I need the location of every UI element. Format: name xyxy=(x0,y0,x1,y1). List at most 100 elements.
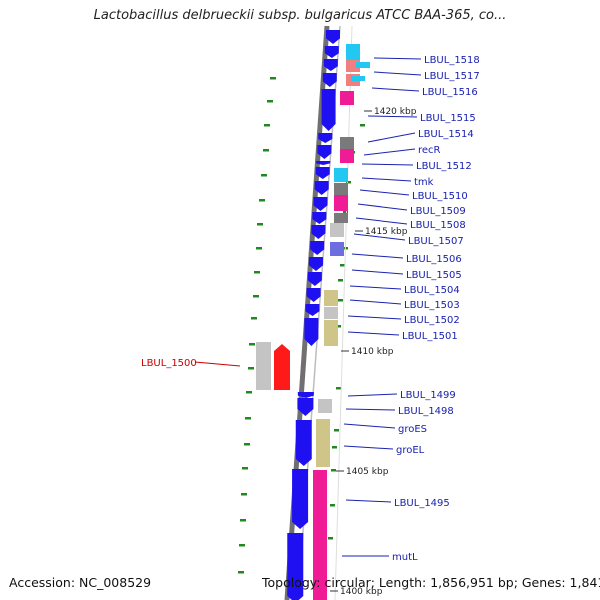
feature-bar xyxy=(313,470,327,600)
feature-bar xyxy=(356,62,370,68)
label-leader-line xyxy=(357,203,408,211)
gc-dot xyxy=(332,446,337,449)
feature-bar xyxy=(346,44,360,60)
gene-label: LBUL_1507 xyxy=(408,236,464,247)
label-leader-line xyxy=(351,269,404,275)
cds-arrow xyxy=(324,46,339,58)
gc-dot xyxy=(259,199,265,202)
cds-arrow xyxy=(292,469,309,529)
cds-arrow xyxy=(323,59,338,71)
gene-label: LBUL_1506 xyxy=(406,254,462,265)
feature-bar xyxy=(334,195,348,211)
label-leader-line xyxy=(373,57,422,60)
feature-bar xyxy=(340,91,354,105)
gc-dot xyxy=(241,493,247,496)
label-leader-line xyxy=(343,445,394,450)
map-title: Lactobacillus delbrueckii subsp. bulgari… xyxy=(93,8,507,23)
feature-bar xyxy=(334,213,348,223)
feature-bar xyxy=(324,320,338,346)
cds-arrow xyxy=(313,197,328,211)
feature-bar xyxy=(316,419,330,467)
gene-label: LBUL_1517 xyxy=(424,71,480,82)
gene-label: LBUL_1498 xyxy=(398,406,454,417)
gc-dot xyxy=(246,391,252,394)
gene-label: LBUL_1515 xyxy=(420,113,476,124)
label-leader-line xyxy=(351,253,404,259)
label-leader-line xyxy=(363,148,416,156)
feature-bar xyxy=(324,307,338,319)
leader-layer xyxy=(194,57,422,557)
scale-tick-label: 1410 kbp xyxy=(351,347,394,357)
label-leader-line xyxy=(345,499,392,503)
gene-label: LBUL_1501 xyxy=(402,331,458,342)
gene-label: LBUL_1509 xyxy=(410,206,466,217)
feature-bar xyxy=(334,183,348,195)
gc-dot xyxy=(254,271,260,274)
gene-label: LBUL_1504 xyxy=(404,285,460,296)
accession-text: Accession: NC_008529 xyxy=(9,575,152,590)
cds-arrow xyxy=(322,73,337,87)
gene-label: LBUL_1503 xyxy=(404,300,460,311)
label-leader-line xyxy=(359,189,410,196)
highlight-gray-bar xyxy=(256,342,271,390)
gc-dot xyxy=(360,124,365,127)
gene-label: LBUL_1518 xyxy=(424,55,480,66)
gc-dot xyxy=(248,367,254,370)
gc-dot xyxy=(251,317,257,320)
feature-bar xyxy=(324,290,338,306)
gc-dot xyxy=(336,387,341,390)
gc-dot xyxy=(242,467,248,470)
gc-dot xyxy=(331,469,336,472)
label-leader-line xyxy=(361,177,412,182)
gc-dot xyxy=(240,519,246,522)
scale-tick-label: 1400 kbp xyxy=(340,587,383,597)
cds-arrow xyxy=(314,181,329,195)
highlight-leader-line xyxy=(194,361,241,367)
gene-label: tmk xyxy=(414,177,434,188)
feature-bar xyxy=(330,223,344,237)
gene-label: groES xyxy=(398,424,427,435)
highlight-gene-label: LBUL_1500 xyxy=(141,358,197,369)
gene-label: mutL xyxy=(392,552,418,563)
gc-dot xyxy=(249,343,255,346)
label-leader-line xyxy=(349,299,402,305)
cds-arrow xyxy=(297,392,314,398)
label-leader-line xyxy=(373,71,422,76)
scale-tick-label: 1420 kbp xyxy=(374,107,417,117)
gene-label: LBUL_1499 xyxy=(400,390,456,401)
cds-arrow xyxy=(287,533,304,600)
cds-arrow xyxy=(295,420,312,466)
gene-label: groEL xyxy=(396,445,425,456)
gc-dot xyxy=(343,211,348,214)
feature-bar xyxy=(330,242,344,256)
label-leader-line xyxy=(347,393,398,397)
gc-dot xyxy=(244,443,250,446)
outer-ring-line xyxy=(334,25,353,600)
cds-arrow xyxy=(317,145,332,159)
cds-arrow xyxy=(305,304,320,316)
gene-label: LBUL_1502 xyxy=(404,315,460,326)
gene-label: recR xyxy=(418,145,441,156)
label-leader-line xyxy=(349,285,402,290)
feature-bar xyxy=(340,137,354,149)
ticks-layer: 1420 kbp 1415 kbp 1410 kbp 1405 kbp 1400 kbp xyxy=(330,107,417,597)
topology-text: Topology: circular; Length: 1,856,951 bp… xyxy=(262,575,600,590)
gc-dot xyxy=(270,77,276,80)
label-leader-line xyxy=(361,163,414,166)
gc-dot xyxy=(256,247,262,250)
label-leader-line xyxy=(347,331,400,336)
gc-dot xyxy=(263,149,269,152)
gc-dot xyxy=(239,544,245,547)
feature-bar xyxy=(318,399,332,413)
cds-arrow xyxy=(310,241,325,255)
label-leader-line xyxy=(347,315,402,320)
cds-arrow xyxy=(306,288,321,302)
label-leader-line xyxy=(367,132,416,143)
gene-label: LBUL_1516 xyxy=(422,87,478,98)
cds-arrow xyxy=(321,89,336,131)
gc-dot xyxy=(328,537,333,540)
gc-dot xyxy=(338,299,343,302)
cds-arrow xyxy=(307,272,322,286)
